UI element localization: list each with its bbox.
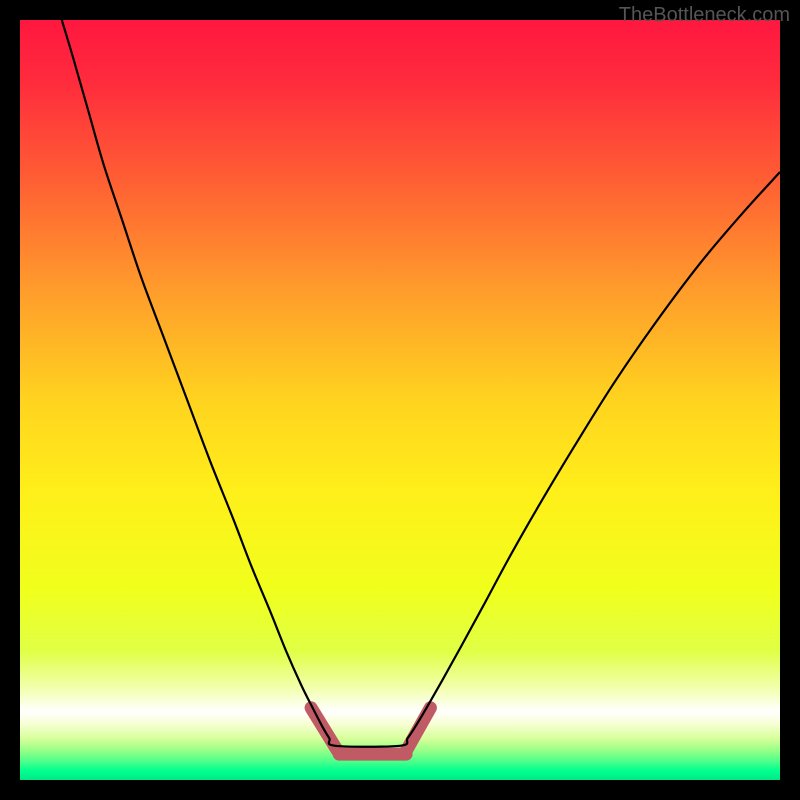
bottleneck-chart	[20, 20, 780, 780]
bottleneck-curve	[62, 20, 780, 747]
watermark-text: TheBottleneck.com	[619, 4, 790, 27]
chart-curve-layer	[20, 20, 780, 780]
